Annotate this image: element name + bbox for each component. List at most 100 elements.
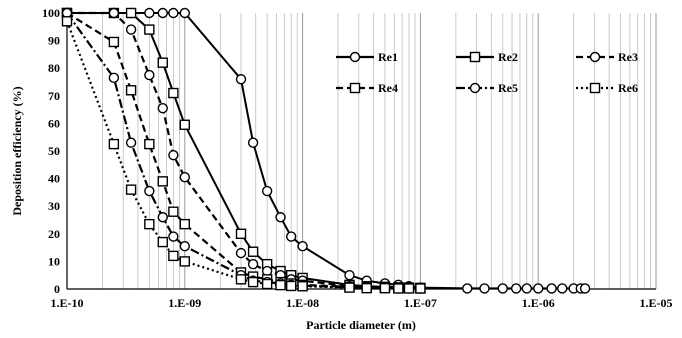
data-point bbox=[108, 7, 120, 19]
y-tick-label: 60 bbox=[48, 116, 60, 130]
data-point bbox=[415, 283, 426, 294]
series-line bbox=[66, 12, 421, 290]
axes: 0 10 20 30 40 50 60 70 80 90 100 1.E-10 1.E-09 1.E-08… bbox=[42, 6, 673, 310]
data-point bbox=[157, 236, 168, 248]
data-point bbox=[179, 241, 191, 252]
x-axis-title: Particle diameter (m) bbox=[306, 318, 416, 332]
data-point bbox=[393, 283, 404, 294]
data-point bbox=[144, 218, 155, 230]
series-line bbox=[67, 12, 421, 289]
data-series bbox=[61, 7, 591, 294]
data-point bbox=[344, 270, 355, 281]
legend-label: Re1 bbox=[378, 50, 398, 64]
legend-item-re2: Re2 bbox=[456, 50, 518, 64]
data-point bbox=[144, 138, 155, 150]
data-point bbox=[297, 241, 308, 252]
data-point bbox=[579, 283, 591, 294]
legend-marker bbox=[469, 82, 481, 94]
data-point bbox=[235, 228, 247, 240]
data-point bbox=[235, 247, 247, 259]
data-point bbox=[235, 74, 247, 85]
x-tick-label: 1.E-09 bbox=[168, 296, 201, 310]
data-point bbox=[125, 184, 137, 195]
legend-marker bbox=[349, 51, 361, 63]
legend-item-re6: Re6 bbox=[576, 81, 638, 95]
legend-marker bbox=[589, 82, 601, 94]
data-point bbox=[108, 138, 120, 150]
y-tick-label: 90 bbox=[48, 34, 60, 48]
legend-label: Re6 bbox=[618, 81, 638, 95]
data-point bbox=[125, 85, 137, 96]
x-tick-label: 1.E-08 bbox=[286, 296, 319, 310]
legend-label: Re5 bbox=[498, 81, 518, 95]
legend-item-re4: Re4 bbox=[336, 81, 398, 95]
data-point bbox=[344, 282, 355, 293]
data-point bbox=[179, 172, 191, 183]
data-point bbox=[157, 212, 168, 223]
data-point bbox=[125, 137, 137, 148]
data-point bbox=[125, 7, 137, 19]
data-point bbox=[462, 283, 473, 294]
data-point bbox=[157, 176, 168, 187]
legend-label: Re3 bbox=[618, 50, 638, 64]
data-point bbox=[108, 36, 120, 48]
legend: Re1 Re2 Re3 Re4 Re5 Re6 bbox=[336, 50, 638, 95]
data-point bbox=[157, 57, 168, 68]
legend-marker bbox=[589, 51, 601, 63]
data-point bbox=[533, 283, 544, 294]
data-point bbox=[497, 283, 508, 294]
series-re6 bbox=[61, 16, 426, 294]
y-tick-label: 80 bbox=[48, 61, 60, 75]
data-point bbox=[168, 87, 179, 99]
series-re3 bbox=[61, 7, 426, 294]
x-tick-label: 1.E-05 bbox=[640, 296, 673, 310]
grid bbox=[66, 13, 657, 289]
data-point bbox=[168, 250, 179, 262]
data-point bbox=[275, 212, 286, 223]
data-point bbox=[235, 274, 247, 285]
data-point bbox=[521, 283, 532, 294]
y-tick-label: 100 bbox=[42, 6, 60, 20]
data-point bbox=[157, 7, 168, 19]
data-point bbox=[247, 137, 259, 148]
data-point bbox=[297, 281, 308, 292]
data-point bbox=[247, 246, 259, 257]
data-point bbox=[168, 7, 179, 19]
data-point bbox=[168, 149, 179, 161]
legend-item-re3: Re3 bbox=[576, 50, 638, 64]
data-point bbox=[261, 278, 273, 290]
data-point bbox=[144, 185, 155, 197]
y-tick-label: 50 bbox=[48, 144, 60, 158]
legend-item-re1: Re1 bbox=[336, 50, 398, 64]
data-point bbox=[403, 283, 415, 294]
series-line bbox=[67, 11, 421, 290]
data-point bbox=[557, 283, 568, 294]
y-tick-label: 0 bbox=[54, 282, 60, 296]
data-point bbox=[510, 283, 522, 294]
data-point bbox=[275, 279, 286, 291]
x-tick-label: 1.E-06 bbox=[522, 296, 555, 310]
x-tick-label: 1.E-10 bbox=[51, 296, 84, 310]
y-axis-title: Deposition efficiency (%) bbox=[10, 86, 24, 215]
data-point bbox=[179, 218, 191, 230]
y-tick-label: 70 bbox=[48, 89, 60, 103]
data-point bbox=[285, 231, 297, 242]
data-point bbox=[361, 282, 372, 294]
series-line bbox=[66, 12, 421, 290]
data-point bbox=[61, 16, 73, 27]
data-point bbox=[125, 24, 137, 35]
data-point bbox=[168, 206, 179, 217]
legend-label: Re4 bbox=[378, 81, 398, 95]
data-point bbox=[179, 119, 191, 130]
data-point bbox=[247, 258, 259, 270]
data-point bbox=[179, 256, 191, 267]
data-point bbox=[285, 280, 297, 292]
y-tick-label: 40 bbox=[48, 172, 60, 186]
y-tick-label: 30 bbox=[48, 199, 60, 213]
data-point bbox=[479, 283, 490, 294]
data-point bbox=[168, 231, 179, 242]
data-point bbox=[144, 24, 155, 35]
data-point bbox=[546, 283, 557, 294]
